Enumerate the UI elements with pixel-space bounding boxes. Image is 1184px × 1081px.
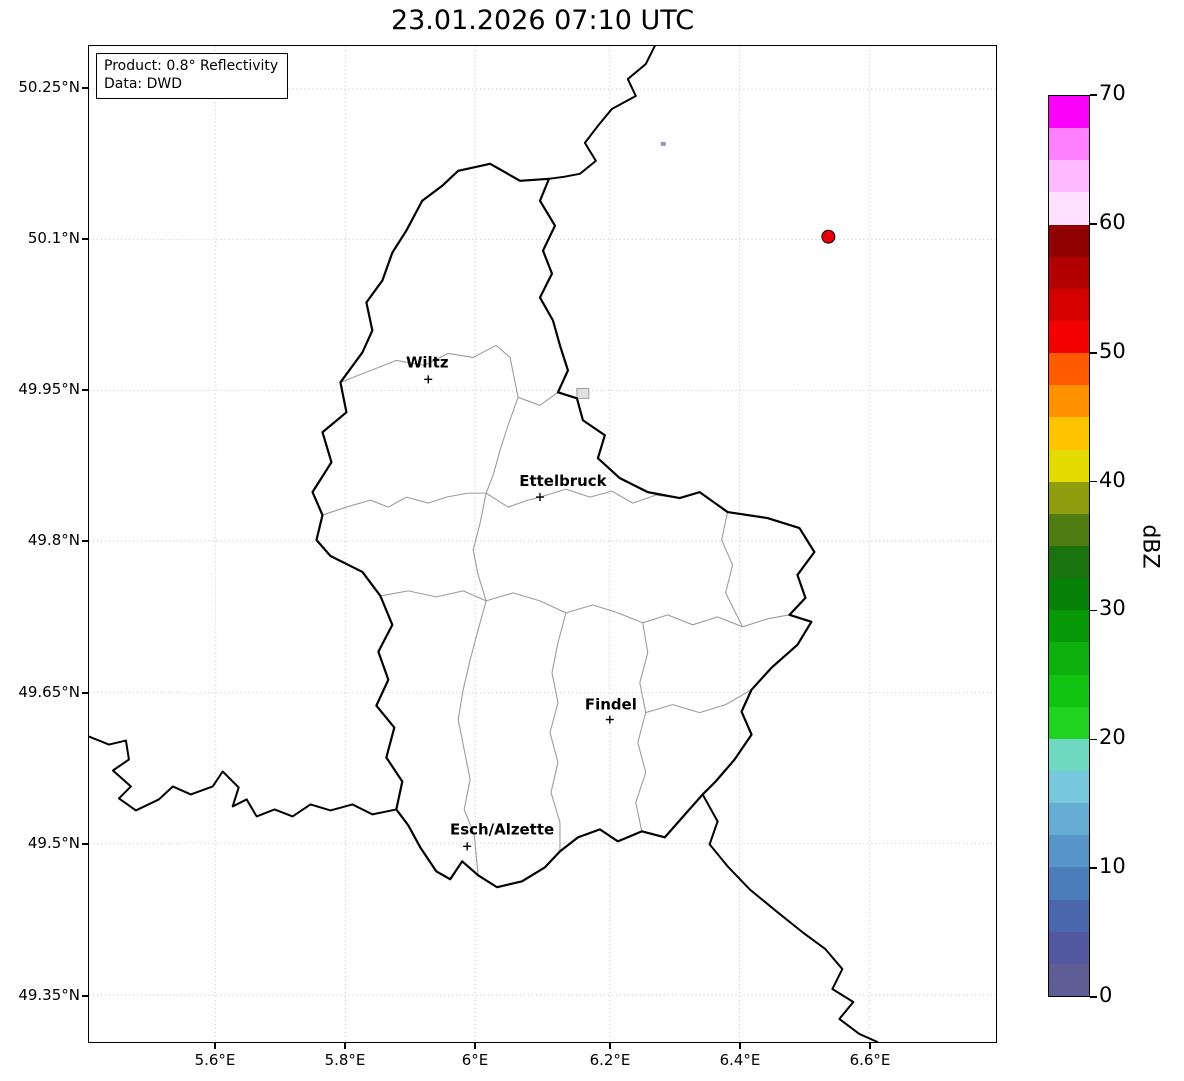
colorbar-segment bbox=[1049, 417, 1089, 450]
city-label: Esch/Alzette bbox=[450, 820, 554, 838]
y-tick-mark bbox=[82, 87, 88, 89]
colorbar-tick-mark bbox=[1090, 352, 1097, 354]
colorbar bbox=[1048, 95, 1090, 997]
x-tick-label: 5.8°E bbox=[324, 1051, 366, 1069]
colorbar-tick-label: 50 bbox=[1099, 338, 1126, 363]
y-tick-label: 49.8°N bbox=[27, 531, 80, 549]
colorbar-segment bbox=[1049, 610, 1089, 643]
x-tick-label: 6.6°E bbox=[849, 1051, 891, 1069]
colorbar-tick-label: 60 bbox=[1099, 209, 1126, 234]
info-product-line: Product: 0.8° Reflectivity bbox=[104, 58, 279, 74]
colorbar-segment bbox=[1049, 320, 1089, 354]
plot-title: 23.01.2026 07:10 UTC bbox=[390, 5, 695, 36]
radar-layer bbox=[660, 141, 836, 244]
country-borders bbox=[89, 46, 879, 1042]
y-tick-label: 49.35°N bbox=[18, 986, 80, 1004]
colorbar-segment bbox=[1049, 738, 1089, 771]
colorbar-tick-mark bbox=[1090, 609, 1097, 612]
y-tick-label: 50.1°N bbox=[27, 229, 80, 247]
x-tick-label: 6.2°E bbox=[589, 1051, 631, 1069]
colorbar-segment bbox=[1049, 513, 1089, 546]
x-tick-mark bbox=[474, 1043, 476, 1049]
y-tick-mark bbox=[82, 540, 88, 542]
colorbar-segment bbox=[1049, 931, 1089, 964]
colorbar-tick-mark bbox=[1090, 223, 1097, 225]
y-tick-mark bbox=[82, 843, 88, 845]
city-label: Findel bbox=[585, 696, 637, 714]
colorbar-segment bbox=[1049, 160, 1089, 193]
y-tick-label: 50.25°N bbox=[18, 78, 80, 96]
y-tick-mark bbox=[82, 238, 88, 240]
district-borders bbox=[322, 344, 790, 876]
map-plot-area: Product: 0.8° Reflectivity Data: DWD bbox=[88, 45, 997, 1043]
colorbar-segment bbox=[1049, 353, 1089, 386]
y-tick-mark bbox=[82, 389, 88, 391]
colorbar-segment bbox=[1049, 545, 1089, 579]
x-tick-mark bbox=[739, 1043, 741, 1049]
x-tick-mark bbox=[609, 1043, 611, 1049]
colorbar-tick-label: 10 bbox=[1099, 854, 1126, 879]
y-tick-label: 49.95°N bbox=[18, 380, 80, 398]
colorbar-unit-wrap: dBZ bbox=[1130, 95, 1170, 997]
colorbar-tick-label: 20 bbox=[1099, 725, 1126, 750]
x-tick-mark bbox=[869, 1043, 871, 1049]
city-layer: Wiltz Ettelbruck Findel Esch/Alzette bbox=[406, 353, 637, 851]
colorbar-segment bbox=[1049, 192, 1089, 225]
colorbar-segment bbox=[1049, 288, 1089, 321]
city-marker bbox=[424, 375, 433, 384]
colorbar-tick-label: 0 bbox=[1099, 983, 1113, 1007]
colorbar-segment bbox=[1049, 803, 1089, 836]
colorbar-tick-mark bbox=[1090, 738, 1097, 741]
colorbar-segment bbox=[1049, 224, 1089, 257]
germany-france-border bbox=[701, 793, 879, 1042]
y-tick-mark bbox=[82, 995, 88, 997]
colorbar-segment bbox=[1049, 481, 1089, 514]
colorbar-tick-label: 30 bbox=[1099, 596, 1126, 621]
x-tick-mark bbox=[214, 1043, 216, 1049]
x-tick-label: 6°E bbox=[461, 1051, 489, 1069]
city-label: Wiltz bbox=[406, 353, 449, 371]
colorbar-segment bbox=[1049, 706, 1089, 739]
colorbar-segment bbox=[1049, 449, 1089, 482]
city-marker bbox=[463, 842, 472, 851]
germany-belgium-border bbox=[547, 46, 656, 180]
colorbar-segment bbox=[1049, 835, 1089, 868]
colorbar-tick-label: 40 bbox=[1099, 467, 1126, 492]
info-box: Product: 0.8° Reflectivity Data: DWD bbox=[96, 53, 289, 99]
y-tick-label: 49.5°N bbox=[27, 834, 80, 852]
city-label: Ettelbruck bbox=[519, 472, 607, 490]
colorbar-tick-mark bbox=[1090, 867, 1097, 869]
colorbar-tick-mark bbox=[1090, 996, 1097, 998]
x-tick-label: 6.4°E bbox=[719, 1051, 761, 1069]
colorbar-unit-label: dBZ bbox=[1137, 523, 1163, 569]
colorbar-segment bbox=[1049, 385, 1089, 418]
colorbar-segment bbox=[1049, 578, 1089, 611]
colorbar-segment bbox=[1049, 963, 1089, 996]
colorbar-segment bbox=[1049, 128, 1089, 161]
colorbar-segment bbox=[1049, 96, 1089, 129]
info-data-line: Data: DWD bbox=[104, 76, 182, 93]
y-tick-mark bbox=[82, 692, 88, 694]
luxembourg-outline bbox=[311, 162, 816, 889]
colorbar-segment bbox=[1049, 770, 1089, 804]
x-tick-mark bbox=[344, 1043, 346, 1049]
colorbar-tick-label: 70 bbox=[1099, 81, 1126, 105]
x-tick-label: 5.6°E bbox=[194, 1051, 236, 1069]
colorbar-segment bbox=[1049, 256, 1089, 289]
echo-pixel bbox=[660, 141, 666, 146]
colorbar-tick-mark bbox=[1090, 94, 1097, 96]
colorbar-segment bbox=[1049, 674, 1089, 707]
colorbar-tick-mark bbox=[1090, 480, 1097, 483]
colorbar-segment bbox=[1049, 867, 1089, 900]
map-canvas: Wiltz Ettelbruck Findel Esch/Alzette bbox=[89, 46, 996, 1042]
city-marker bbox=[536, 493, 544, 502]
colorbar-segment bbox=[1049, 899, 1089, 932]
france-belgium-border bbox=[89, 735, 398, 818]
y-tick-label: 49.65°N bbox=[18, 683, 80, 701]
radar-site-dot bbox=[821, 229, 836, 244]
colorbar-segment bbox=[1049, 642, 1089, 675]
city-marker bbox=[605, 715, 614, 724]
reservoir-patch bbox=[576, 387, 590, 399]
